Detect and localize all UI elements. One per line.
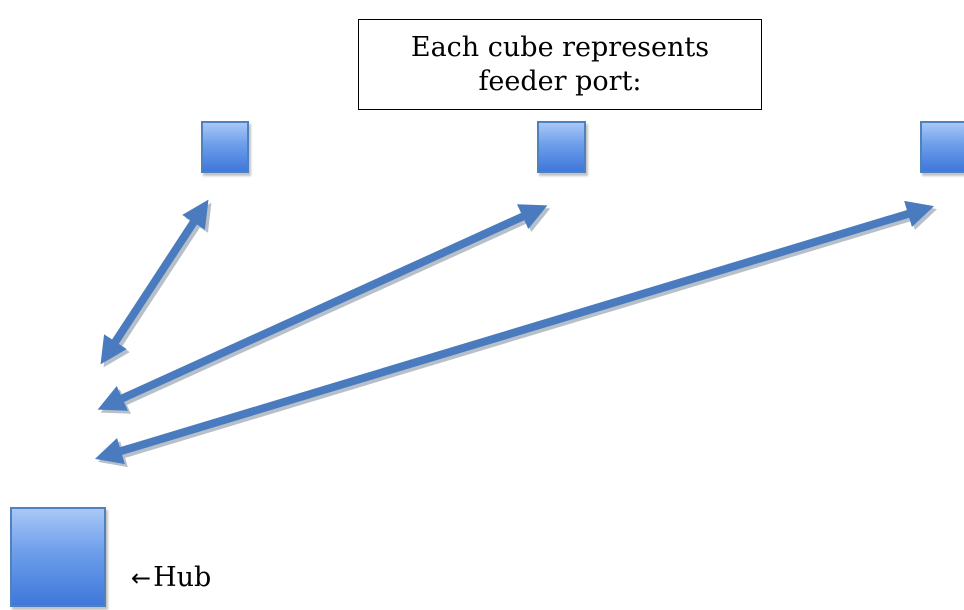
hub-cube: [10, 507, 106, 607]
left-arrow-icon: ←: [131, 563, 152, 592]
callout-line-2: feeder port:: [478, 65, 642, 97]
hub-label-text: Hub: [153, 562, 212, 593]
feeder-port-cube-1: [201, 121, 249, 173]
double-headed-arrow-hub-to-port-1: [100, 199, 209, 365]
double-headed-arrow-hub-to-port-3: [94, 200, 935, 465]
feeder-port-cube-2: [537, 121, 586, 173]
double-headed-arrow-hub-to-port-2: [97, 204, 548, 411]
callout-line-1: Each cube represents: [410, 31, 710, 63]
callout-box: Each cube represents feeder port:: [358, 19, 762, 110]
hub-label: ← Hub: [131, 562, 211, 593]
feeder-port-cube-3: [920, 121, 964, 173]
